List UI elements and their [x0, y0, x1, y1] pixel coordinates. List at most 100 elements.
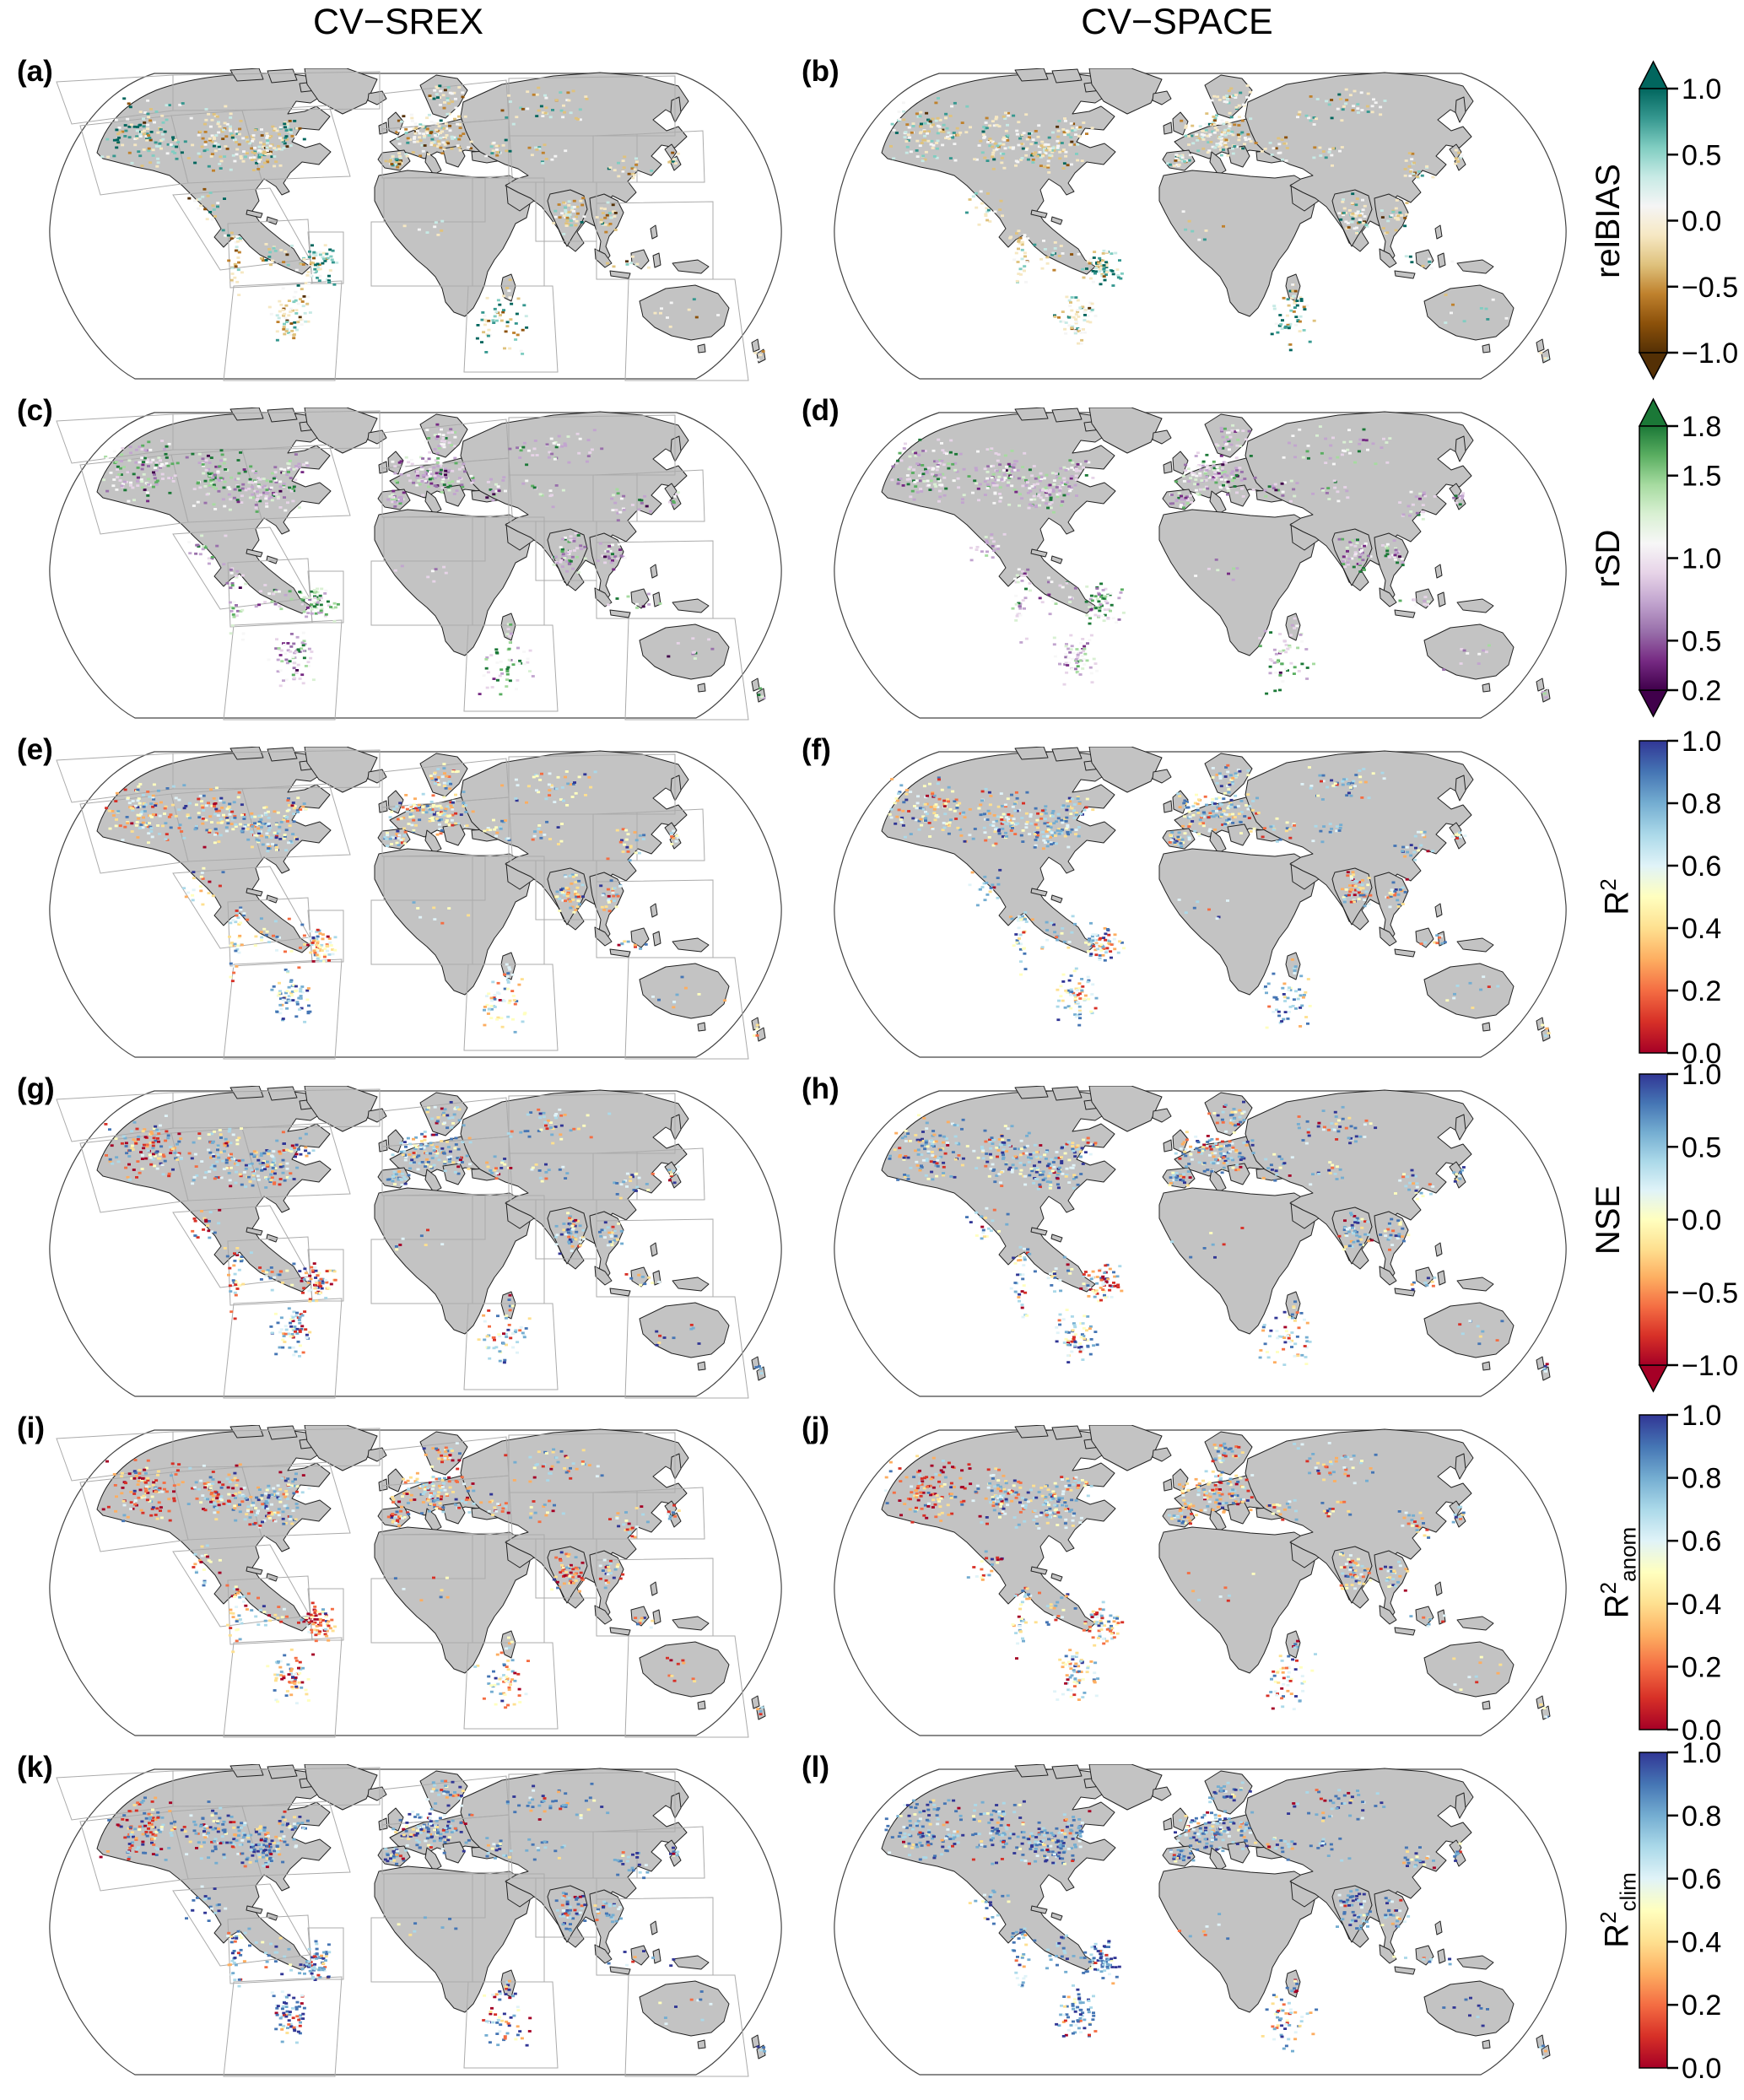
colorbar-tick-label: 0.6	[1682, 1864, 1721, 1896]
panel-label-g: (g)	[17, 1072, 55, 1105]
colorbar-tick-label: 0.5	[1682, 625, 1721, 657]
station-dots	[888, 764, 1551, 1037]
colorbar-tick-label: −0.5	[1682, 1277, 1738, 1309]
colorbar-tick-label: 0.5	[1682, 1131, 1721, 1163]
column-title-cv-space: CV−SPACE	[1081, 2, 1273, 42]
panel-label-k: (k)	[17, 1751, 53, 1784]
colorbar-tick-label: 0.6	[1682, 1525, 1721, 1557]
world-map	[834, 1085, 1567, 1397]
map-panel-h	[831, 1085, 1569, 1404]
station-dots	[884, 1781, 1547, 2059]
colorbar-tick-label: 0.2	[1682, 975, 1721, 1007]
map-panel-i	[46, 1424, 785, 1743]
metric-name: rSD	[1590, 529, 1627, 587]
colorbar-rsd: 1.8 1.5 1.0 0.5 0.2	[1638, 397, 1721, 718]
map-panel-f	[831, 746, 1569, 1065]
panel-label-j: (j)	[802, 1412, 830, 1444]
landmasses	[881, 1085, 1551, 1381]
colorbar-tick-label: 1.0	[1682, 1737, 1721, 1769]
colorbar-rclim: 1.0 0.8 0.6 0.4 0.2 0.0	[1639, 1737, 1721, 2085]
map-panel-j	[831, 1424, 1569, 1743]
world-map	[834, 1763, 1567, 2076]
colorbar-tick-label: −1.0	[1682, 1350, 1738, 1382]
station-dots	[889, 84, 1549, 360]
colorbar-tick-label: 0.2	[1682, 675, 1721, 707]
map-panel-l	[831, 1763, 1569, 2082]
colorbar-tick-label: 1.0	[1682, 1059, 1721, 1091]
colorbar-tick-label: 0.0	[1682, 2053, 1721, 2085]
panel-label-l: (l)	[802, 1751, 830, 1784]
world-map	[834, 746, 1567, 1058]
colorbar-ranom: 1.0 0.8 0.6 0.4 0.2 0.0	[1639, 1400, 1721, 1746]
colorbar-tick-label: −1.0	[1682, 337, 1738, 370]
station-dots	[105, 763, 759, 1037]
colorbar-tick-label: 0.8	[1682, 1800, 1721, 1833]
world-map	[834, 1424, 1567, 1736]
colorbar-relbias: 1.0 0.5 0.0 −0.5 −1.0	[1638, 60, 1738, 381]
metric-name: NSE	[1590, 1185, 1627, 1255]
metric-label-r: R2	[1596, 878, 1636, 915]
panel-label-h: (h)	[802, 1072, 840, 1105]
station-dots	[888, 1100, 1549, 1373]
panel-label-d: (d)	[802, 394, 840, 427]
landmasses	[881, 407, 1551, 703]
map-panel-g	[46, 1085, 785, 1404]
landmasses	[96, 67, 766, 364]
colorbar-nse: 1.0 0.5 0.0 −0.5 −1.0	[1638, 1059, 1738, 1393]
colorbar-tick-label: 0.8	[1682, 1463, 1721, 1495]
colorbar-tick-label: 0.2	[1682, 1651, 1721, 1683]
station-dots	[102, 423, 766, 699]
station-dots	[104, 1101, 764, 1374]
world-map	[49, 1424, 782, 1738]
colorbar-tick-label: 0.5	[1682, 139, 1721, 171]
colorbar-tick-label: 1.8	[1682, 411, 1721, 443]
station-dots	[99, 1779, 767, 2053]
landmasses	[881, 1763, 1551, 2060]
metric-label-nse: NSE	[1587, 1068, 1629, 1372]
column-title-cv-srex: CV−SREX	[313, 2, 483, 42]
world-map	[49, 1763, 782, 2077]
colorbar-tick-label: 1.0	[1682, 73, 1721, 105]
landmasses	[881, 1424, 1551, 1720]
station-dots	[101, 1442, 764, 1716]
colorbar-tick-label: 1.0	[1682, 1400, 1721, 1432]
colorbar-tick-label: 0.0	[1682, 1038, 1721, 1070]
world-map	[49, 1085, 782, 1399]
metric-label-rsd: rSD	[1587, 407, 1629, 710]
landmasses	[96, 1085, 766, 1381]
colorbar-tick-label: 0.0	[1682, 1714, 1721, 1746]
colorbar-tick-label: 0.0	[1682, 206, 1721, 238]
colorbar-tick-label: 1.5	[1682, 461, 1721, 493]
world-map	[49, 746, 782, 1060]
metric-label-ranom: R2anom	[1596, 1526, 1641, 1618]
station-dots	[100, 84, 765, 361]
colorbar-tick-label: 0.4	[1682, 1926, 1721, 1958]
colorbar-r: 1.0 0.8 0.6 0.4 0.2 0.0	[1639, 726, 1721, 1070]
colorbar-tick-label: 0.2	[1682, 1989, 1721, 2022]
colorbar-tick-label: 0.4	[1682, 913, 1721, 945]
colorbar-tick-label: −0.5	[1682, 272, 1738, 304]
colorbar-tick-label: 0.4	[1682, 1589, 1721, 1621]
metric-label-rclim: R2clim	[1596, 1872, 1641, 1948]
metric-name: R	[1598, 1923, 1636, 1948]
station-dots	[890, 424, 1550, 699]
panel-label-f: (f)	[802, 733, 831, 766]
map-panel-c	[46, 407, 785, 726]
colorbar-tick-label: 0.6	[1682, 850, 1721, 883]
world-map	[834, 67, 1567, 380]
metric-name: R	[1598, 890, 1636, 915]
colorbar-tick-label: 1.0	[1682, 726, 1721, 758]
world-map	[834, 407, 1567, 719]
landmasses	[96, 746, 766, 1042]
colorbar-tick-label: 1.0	[1682, 543, 1721, 575]
landmasses	[881, 67, 1551, 364]
map-panel-k	[46, 1763, 785, 2082]
world-map	[49, 67, 782, 381]
panel-label-e: (e)	[17, 733, 53, 766]
panel-label-i: (i)	[17, 1412, 46, 1444]
colorbar-tick-label: 0.0	[1682, 1205, 1721, 1237]
panel-label-c: (c)	[17, 394, 53, 427]
world-map	[49, 407, 782, 721]
srex-region-boxes	[56, 749, 749, 1060]
